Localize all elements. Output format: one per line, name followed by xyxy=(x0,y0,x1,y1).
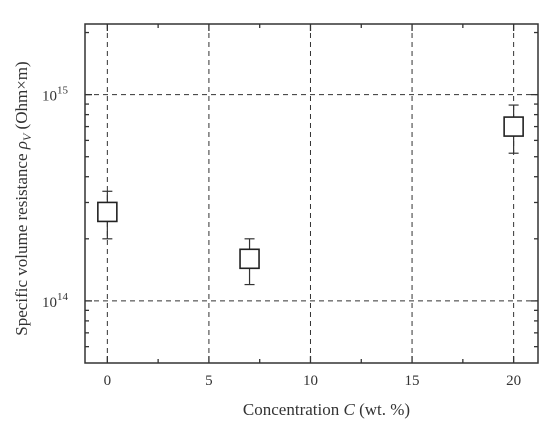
y-tick-label: 1014 xyxy=(42,291,69,311)
data-point xyxy=(503,104,524,154)
square-marker xyxy=(503,116,524,137)
y-tick-label: 1015 xyxy=(42,85,69,105)
data-point xyxy=(97,190,118,240)
square-marker xyxy=(97,201,118,223)
grid xyxy=(85,24,538,363)
x-tick-label: 20 xyxy=(506,373,521,389)
square-marker xyxy=(239,248,260,270)
x-tick-label: 5 xyxy=(205,373,213,389)
data-series xyxy=(97,104,524,286)
x-tick-label: 10 xyxy=(303,373,318,389)
y-tick-labels: 1014 1015 xyxy=(42,85,69,311)
plot-frame xyxy=(84,23,539,364)
x-tick-labels: 0 5 10 15 20 xyxy=(104,373,522,389)
x-tick-label: 15 xyxy=(405,373,420,389)
x-tick-label: 0 xyxy=(104,373,112,389)
x-axis-label: Concentration C (wt. %) xyxy=(243,400,410,419)
y-axis-label: Specific volume resistance ρV (Ohm×m) xyxy=(12,61,34,335)
axis-ticks xyxy=(85,24,538,363)
data-point xyxy=(239,238,260,286)
